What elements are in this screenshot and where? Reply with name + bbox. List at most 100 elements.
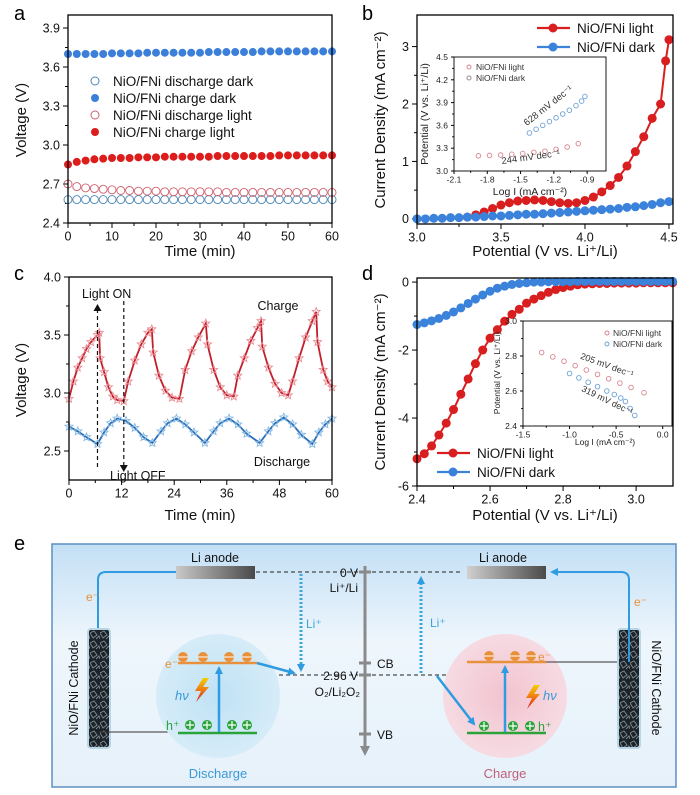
data-point bbox=[116, 154, 125, 162]
chart-b-legend: NiO/FNi light NiO/FNi dark bbox=[537, 21, 655, 55]
data-point bbox=[492, 283, 502, 293]
chart-c-xlabel: Time (min) bbox=[164, 507, 235, 524]
data-point bbox=[446, 213, 456, 223]
legend-marker bbox=[91, 128, 99, 136]
x-tick-label: -1.2 bbox=[547, 175, 562, 185]
data-point bbox=[151, 186, 161, 196]
data-point bbox=[529, 277, 539, 287]
data-point bbox=[427, 441, 437, 451]
data-point bbox=[81, 195, 91, 205]
data-point bbox=[434, 430, 444, 440]
data-point bbox=[269, 417, 281, 428]
data-point bbox=[653, 276, 663, 286]
data-point bbox=[293, 352, 305, 363]
plot-frame bbox=[416, 14, 674, 225]
x-tick-label: -2.1 bbox=[447, 175, 462, 185]
legend-label: NiO/FNi dark bbox=[577, 40, 655, 55]
legend-marker bbox=[90, 76, 100, 86]
electron-right-label: e⁻ bbox=[634, 595, 647, 609]
data-point bbox=[292, 151, 301, 160]
data-point bbox=[588, 205, 598, 215]
data-point bbox=[555, 198, 565, 208]
data-point bbox=[497, 152, 504, 158]
data-point bbox=[278, 412, 289, 422]
data-point bbox=[215, 417, 226, 428]
li-reference-label: Li⁺/Li bbox=[330, 581, 358, 595]
legend-marker bbox=[548, 42, 558, 52]
data-point bbox=[72, 362, 83, 372]
o2-potential-label: 2.96 V bbox=[323, 669, 358, 683]
chart-c-annotations: Light ON Light OFF Charge Discharge bbox=[82, 287, 310, 483]
x-tick-label: 60 bbox=[325, 230, 339, 244]
x-tick-label: 40 bbox=[237, 230, 251, 244]
series-nio-fni-dark bbox=[526, 93, 588, 136]
chart-d-inset-ylabel: Potential (V vs. Li⁺/Li) bbox=[492, 332, 502, 415]
data-point bbox=[624, 276, 634, 286]
x-tick-label: 12 bbox=[115, 487, 129, 501]
x-tick-label: -0.9 bbox=[580, 175, 595, 185]
chart-c-voltage-cycling: 0 12 24 36 48 60 2.5 3.0 3.5 4.0 bbox=[44, 270, 339, 500]
chart-b-inset-ylabel: Potential (V vs. Li⁺/Li) bbox=[419, 63, 431, 165]
data-point bbox=[514, 278, 524, 288]
data-point bbox=[252, 322, 263, 333]
data-point bbox=[186, 195, 196, 205]
data-point bbox=[274, 187, 284, 197]
data-point bbox=[311, 306, 322, 317]
plot-frame bbox=[67, 14, 333, 224]
data-point bbox=[292, 195, 302, 205]
legend-label: NiO/FNi charge dark bbox=[113, 91, 236, 106]
data-point bbox=[318, 187, 328, 197]
electron-flow-left-arrow bbox=[94, 571, 176, 724]
photon-right-label: hν bbox=[543, 688, 557, 703]
data-point bbox=[540, 122, 546, 129]
data-point bbox=[573, 276, 583, 286]
data-point bbox=[563, 198, 573, 208]
series-nio-fni-light bbox=[538, 349, 647, 396]
data-point bbox=[92, 329, 103, 340]
data-point bbox=[312, 336, 323, 347]
chart-d-tafel-inset: -1.5 -1.0 -0.5 0.0 2.4 2.6 2.8 3.0 bbox=[505, 316, 673, 440]
data-point bbox=[307, 315, 318, 326]
data-point bbox=[553, 146, 559, 153]
y-tick-label: 2.7 bbox=[43, 177, 60, 191]
y-tick-label: -2 bbox=[398, 343, 409, 357]
data-point bbox=[239, 352, 250, 363]
x-tick-label: 2.6 bbox=[481, 493, 498, 507]
data-point bbox=[195, 187, 205, 197]
y-tick-label: 0 bbox=[402, 275, 409, 289]
x-tick-label: 36 bbox=[220, 487, 234, 501]
data-point bbox=[245, 335, 257, 346]
data-point bbox=[434, 313, 444, 323]
data-point bbox=[129, 422, 140, 433]
data-point bbox=[125, 154, 134, 162]
data-point bbox=[287, 376, 298, 386]
electron-transfer-arrow-left bbox=[256, 661, 296, 676]
data-point bbox=[204, 152, 213, 161]
legend-marker bbox=[448, 448, 458, 458]
data-point bbox=[609, 276, 619, 286]
y-tick-label: 3.6 bbox=[43, 60, 60, 74]
data-point bbox=[500, 281, 510, 291]
data-point bbox=[656, 99, 666, 109]
data-point bbox=[563, 207, 573, 217]
x-tick-label: 3.0 bbox=[408, 231, 425, 245]
cathode-left bbox=[87, 628, 111, 749]
data-point bbox=[255, 315, 267, 326]
series-nio-fni-dark bbox=[412, 197, 674, 224]
data-point bbox=[136, 338, 147, 349]
discharge-label: Discharge bbox=[189, 766, 248, 781]
x-tick-label: 50 bbox=[281, 230, 295, 244]
data-point bbox=[578, 98, 585, 104]
data-point bbox=[105, 417, 116, 428]
data-point bbox=[98, 366, 110, 377]
data-point bbox=[221, 187, 231, 197]
x-tick-label: -0.5 bbox=[609, 430, 624, 440]
legend-marker bbox=[466, 75, 472, 81]
chart-d-current-density: 2.4 2.6 2.8 3.0 -6 -4 -2 0 bbox=[398, 275, 678, 507]
y-tick-label: 2.4 bbox=[43, 216, 60, 230]
chart-d-inset-legend: NiO/FNi light NiO/FNi dark bbox=[604, 328, 663, 349]
data-point bbox=[155, 425, 167, 436]
data-point bbox=[595, 276, 605, 286]
data-point bbox=[263, 425, 274, 436]
data-point bbox=[146, 323, 157, 334]
